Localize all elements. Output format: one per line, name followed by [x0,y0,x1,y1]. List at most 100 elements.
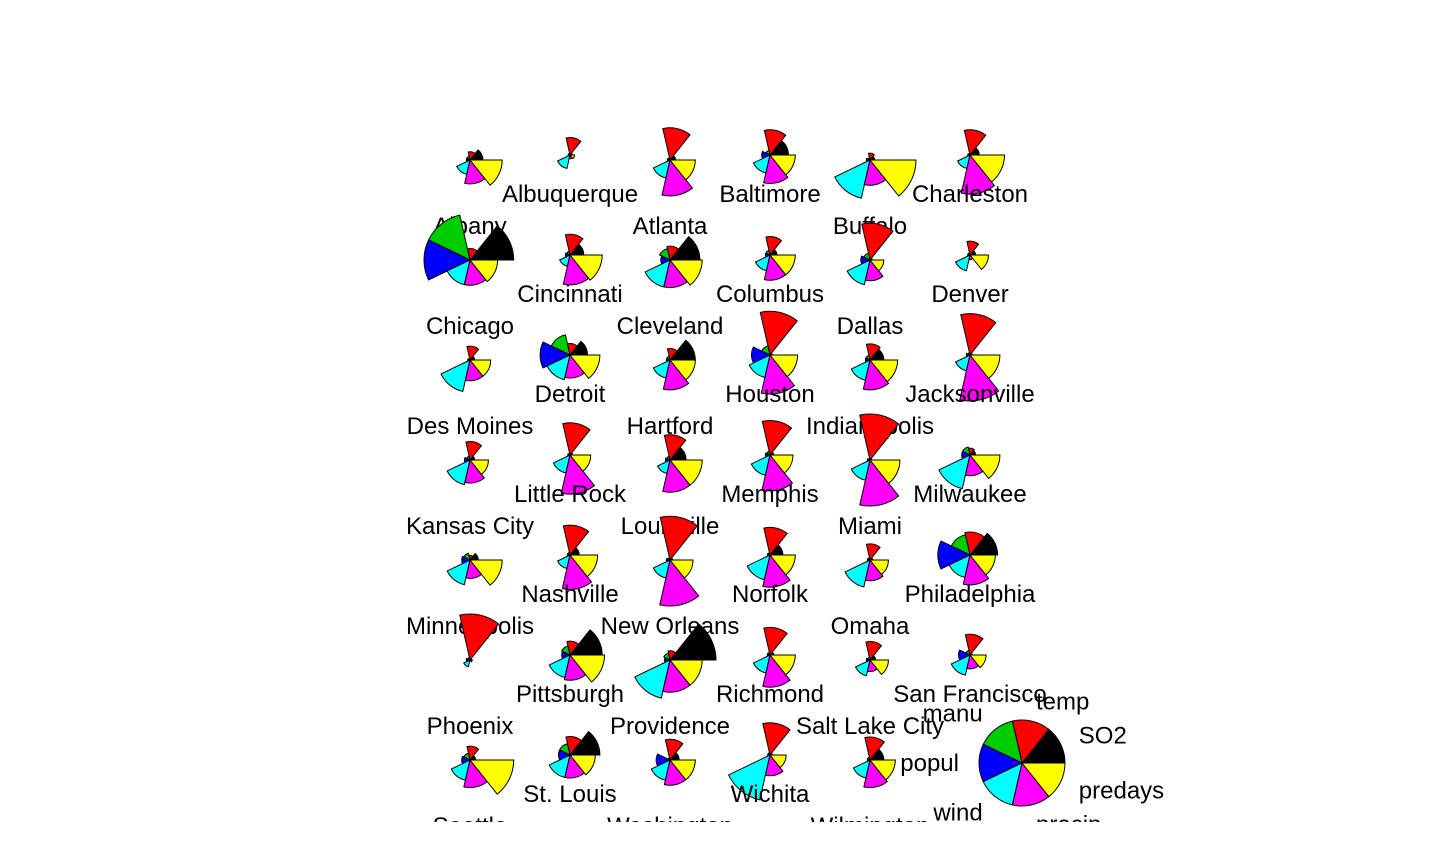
key-label-wind: wind [932,799,982,826]
segment-temp [466,745,480,762]
star-label-chicago: Chicago [426,313,514,340]
segment-predays [968,254,989,271]
star-norfolk: Norfolk [732,526,809,608]
segment-wind [446,559,471,586]
segment-temp [466,345,480,362]
segment-wind [846,259,871,286]
star-label-houston: Houston [725,381,814,408]
segment-temp [663,434,687,462]
segment-precip [959,353,1000,402]
star-label-philadelphia: Philadelphia [905,581,1036,608]
segment-predays [668,359,696,381]
segment-wind [834,159,871,199]
segment-precip [662,358,690,391]
star-label-baltimore: Baltimore [719,181,820,208]
segment-wind [446,459,471,486]
star-label-milwaukee: Milwaukee [913,481,1026,508]
segment-temp [759,310,798,357]
key-star: SO2 temp manu popul wind precip predays [900,689,1164,838]
segment-precip [764,753,784,777]
segment-temp [763,526,788,557]
segment-wind [938,454,971,490]
segment-precip [763,153,789,184]
segment-predays [468,359,492,377]
segment-wind [854,659,871,677]
segment-predays [768,254,796,276]
star-little-rock: Little Rock [514,422,627,508]
segment-predays [768,554,796,576]
segment-precip [863,758,888,789]
segment-wind [440,359,471,392]
segment-temp [562,422,591,457]
segment-temp [763,129,787,157]
segment-predays [568,254,603,281]
star-providence: Providence [610,623,730,740]
segment-predays [468,259,499,283]
star-label-jacksonville: Jacksonville [905,381,1034,408]
segment-predays [568,454,592,472]
star-chicago: Chicago [423,214,515,340]
star-label-phoenix: Phoenix [427,713,514,740]
key-label-popul: popul [900,750,959,777]
segment-predays [1020,762,1066,798]
star-label-wilmington: Wilmington [811,813,930,840]
star-charleston: Charleston [912,129,1028,208]
segment-predays [768,654,796,676]
segment-temp [659,515,698,562]
segment-precip [864,258,884,282]
segment-predays [568,754,596,776]
star-label-omaha: Omaha [831,613,910,640]
segment-predays [468,659,473,663]
segment-predays [968,654,987,669]
key-label-precip: precip [1036,811,1101,838]
segment-temp [861,222,894,262]
segment-predays [668,459,703,486]
segment-wind [556,154,571,170]
segment-temp [964,531,986,557]
star-washington: Washington [607,738,733,840]
segment-precip [962,553,990,586]
star-label-st-louis: St. Louis [523,781,616,808]
segment-precip [659,558,700,607]
star-detroit: Detroit [535,334,606,408]
segment-temp [964,633,984,657]
segment-predays [568,154,576,160]
star-houston: Houston [725,310,815,408]
star-label-wichita: Wichita [731,781,810,808]
star-philadelphia: Philadelphia [905,531,1036,608]
star-dallas: Dallas [837,222,903,340]
key-label-temp: temp [1036,689,1089,716]
star-label-seattle: Seattle [433,813,508,840]
segment-wind [954,254,971,272]
segment-popul [423,239,472,281]
star-label-richmond: Richmond [716,681,824,708]
segment-precip [464,458,486,484]
star-phoenix: Phoenix [427,613,514,740]
segment-predays [568,654,606,683]
segment-predays [468,459,489,476]
segment-predays [568,354,601,380]
segment-predays [968,554,996,576]
star-memphis: Memphis [721,420,819,508]
segment-temp [761,420,793,457]
star-label-charleston: Charleston [912,181,1028,208]
segment-predays [868,559,889,576]
segment-temp [662,127,691,162]
segment-predays [668,759,696,781]
star-cincinnati: Cincinnati [517,233,623,308]
star-cleveland: Cleveland [617,235,723,340]
star-seattle: Seattle [433,745,515,840]
star-san-francisco: San Francisco [893,633,1047,708]
segment-predays [868,659,889,676]
key-label-manu: manu [923,701,983,728]
segment-temp [865,543,881,562]
star-label-washington: Washington [607,813,733,840]
segment-predays [868,759,896,781]
segment-temp [859,413,900,462]
segment-precip [762,553,791,588]
segment-temp [865,641,883,662]
segment-predays [668,659,703,686]
segment-predays [468,759,515,795]
star-label-little-rock: Little Rock [514,481,627,508]
